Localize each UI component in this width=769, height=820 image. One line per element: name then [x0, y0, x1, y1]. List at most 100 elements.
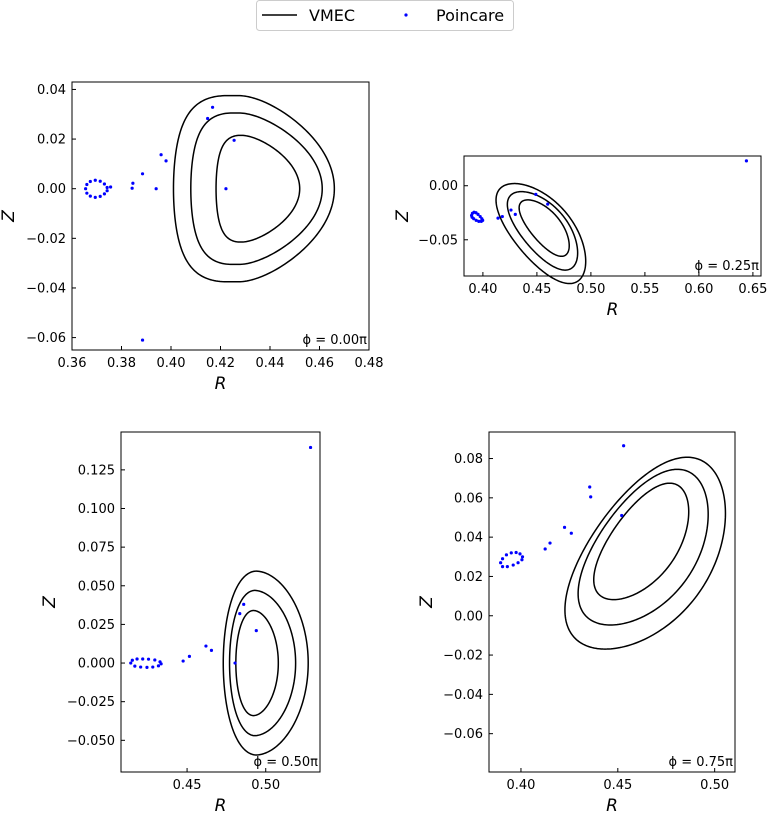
panel-2: 0.40 0.45 0.50 0.55 0.60 0.65 −0.05 0.00 R Zϕ = 0…: [393, 155, 767, 320]
poincare-point: [500, 565, 505, 569]
vmec-surface-2: [506, 190, 579, 271]
vmec-surface-2: [190, 112, 323, 266]
poincare-point: [509, 551, 513, 555]
y-tick-label: 0.04: [37, 83, 66, 98]
axes-frame: [463, 155, 762, 277]
x-axis-label: R: [606, 796, 618, 816]
poincare-point: [159, 662, 163, 666]
poincare-point: [135, 657, 139, 661]
poincare-point: [509, 208, 513, 212]
y-tick-label: −0.05: [418, 233, 458, 248]
y-tick-label: 0.06: [454, 491, 483, 506]
poincare-point: [85, 191, 89, 195]
poincare-point: [93, 195, 97, 199]
x-tick-label: 0.38: [107, 356, 136, 371]
vmec-surface-2: [577, 468, 709, 626]
poincare-point: [130, 186, 134, 190]
poincare-point: [511, 563, 515, 567]
poincare-point: [548, 541, 552, 545]
y-tick-label: −0.04: [443, 688, 483, 703]
y-tick-label: −0.025: [67, 695, 115, 710]
x-tick-label: 0.45: [522, 282, 551, 297]
poincare-point: [105, 185, 109, 190]
x-tick-label: 0.44: [256, 356, 285, 371]
poincare-point: [130, 658, 134, 662]
poincare-point: [139, 665, 143, 669]
legend-poincare-marker: [404, 13, 408, 17]
x-axis-label: R: [607, 300, 619, 320]
poincare-point: [154, 187, 158, 191]
poincare-point: [187, 654, 192, 659]
x-tick-label: 0.50: [700, 778, 729, 793]
poincare-point: [543, 547, 547, 551]
vmec-surface-3: [172, 94, 336, 283]
poincare-point: [496, 216, 500, 220]
y-tick-label: 0.00: [429, 179, 458, 194]
poincare-point: [308, 445, 313, 450]
poincare-point: [588, 485, 592, 489]
axes-frame: [488, 431, 736, 773]
x-tick-label: 0.40: [468, 282, 497, 297]
x-tick-label: 0.60: [684, 282, 713, 297]
poincare-point: [133, 664, 137, 668]
panel-4: 0.40 0.45 0.50 −0.06 −0.04 −0.02 0.00 0.02 0.04 0…: [417, 431, 736, 816]
poincare-point: [476, 212, 480, 216]
poincare-point: [206, 116, 210, 121]
poincare-point: [232, 138, 236, 142]
y-axis-label: Z: [393, 210, 413, 223]
y-tick-label: 0.02: [37, 133, 66, 148]
poincare-point: [513, 212, 517, 216]
poincare-point: [242, 602, 246, 606]
poincare-point: [109, 185, 113, 189]
y-tick-label: 0.08: [454, 452, 483, 467]
poincare-point: [88, 194, 92, 198]
x-tick-label: 0.48: [355, 356, 384, 371]
poincare-point: [141, 657, 145, 661]
y-tick-label: 0.000: [78, 657, 115, 672]
panel-3: 0.45 0.50 −0.050 −0.025 0.000 0.025 0.050 0.075…: [40, 431, 321, 816]
poincare-point: [224, 187, 228, 191]
poincare-point: [88, 179, 92, 184]
x-tick-label: 0.55: [630, 282, 659, 297]
poincare-point: [479, 219, 483, 224]
vmec-surface-1: [592, 482, 690, 601]
vmec-surface-1: [518, 199, 570, 258]
y-tick-label: 0.075: [78, 541, 115, 556]
y-tick-label: 0.100: [78, 502, 115, 517]
axes-frame: [71, 81, 370, 351]
vmec-surface-3: [222, 570, 309, 756]
poincare-point: [98, 194, 102, 198]
vmec-surface-2: [228, 589, 297, 737]
poincare-point: [518, 552, 522, 556]
x-tick-label: 0.40: [506, 778, 535, 793]
poincare-point: [622, 444, 626, 448]
poincare-point: [254, 628, 258, 633]
x-tick-label: 0.50: [576, 282, 605, 297]
x-axis-label: R: [215, 374, 227, 394]
x-tick-label: 0.50: [251, 778, 280, 793]
vmec-surface-3: [495, 182, 587, 285]
y-tick-label: −0.02: [26, 232, 66, 247]
y-tick-label: 0.00: [454, 609, 483, 624]
axes-frame: [120, 431, 321, 773]
poincare-point: [146, 657, 151, 661]
vmec-surface-3: [564, 456, 727, 650]
poincare-point: [93, 178, 97, 182]
poincare-point: [516, 561, 520, 565]
poincare-point: [164, 159, 168, 163]
y-tick-label: 0.00: [37, 182, 66, 197]
poincare-point: [131, 181, 135, 185]
y-tick-label: −0.06: [26, 331, 66, 346]
poincare-point: [105, 189, 109, 193]
poincare-point: [474, 218, 478, 222]
y-tick-label: 0.02: [454, 570, 483, 585]
poincare-point: [102, 182, 107, 186]
x-tick-label: 0.42: [206, 356, 235, 371]
y-axis-label: Z: [0, 210, 19, 223]
poincare-point: [84, 187, 88, 191]
poincare-point: [233, 661, 237, 665]
poincare-point: [520, 555, 525, 559]
poincare-point: [156, 664, 161, 668]
poincare-point: [204, 644, 208, 648]
poincare-point: [514, 550, 518, 555]
